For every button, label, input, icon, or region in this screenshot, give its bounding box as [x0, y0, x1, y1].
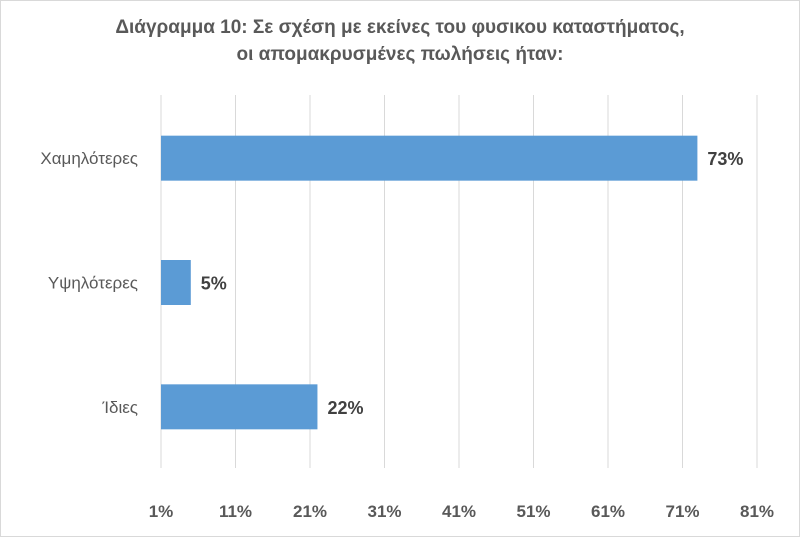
y-category-label: Χαμηλότερες: [40, 149, 138, 168]
chart-title-line-2: οι απομακρυσμένες πωλήσεις ήταν:: [236, 44, 564, 65]
x-tick-label: 21%: [293, 502, 327, 521]
x-tick-label: 81%: [740, 502, 774, 521]
x-tick-label: 41%: [442, 502, 476, 521]
chart-title-line-1: Διάγραμμα 10: Σε σχέση με εκείνες του φυ…: [115, 17, 685, 38]
bar: [161, 135, 698, 181]
data-label: 5%: [201, 274, 227, 294]
y-category-label: Ίδιες: [101, 398, 138, 417]
y-category-label: Υψηλότερες: [48, 274, 138, 293]
data-label: 73%: [707, 149, 743, 169]
x-tick-label: 61%: [591, 502, 625, 521]
x-tick-label: 71%: [665, 502, 699, 521]
chart-title: Διάγραμμα 10: Σε σχέση με εκείνες του φυ…: [0, 14, 800, 68]
x-tick-label: 1%: [149, 502, 174, 521]
x-tick-label: 51%: [516, 502, 550, 521]
data-label: 22%: [327, 398, 363, 418]
bar: [161, 260, 191, 305]
bar: [161, 384, 318, 430]
x-tick-label: 31%: [367, 502, 401, 521]
x-tick-label: 11%: [219, 502, 252, 521]
